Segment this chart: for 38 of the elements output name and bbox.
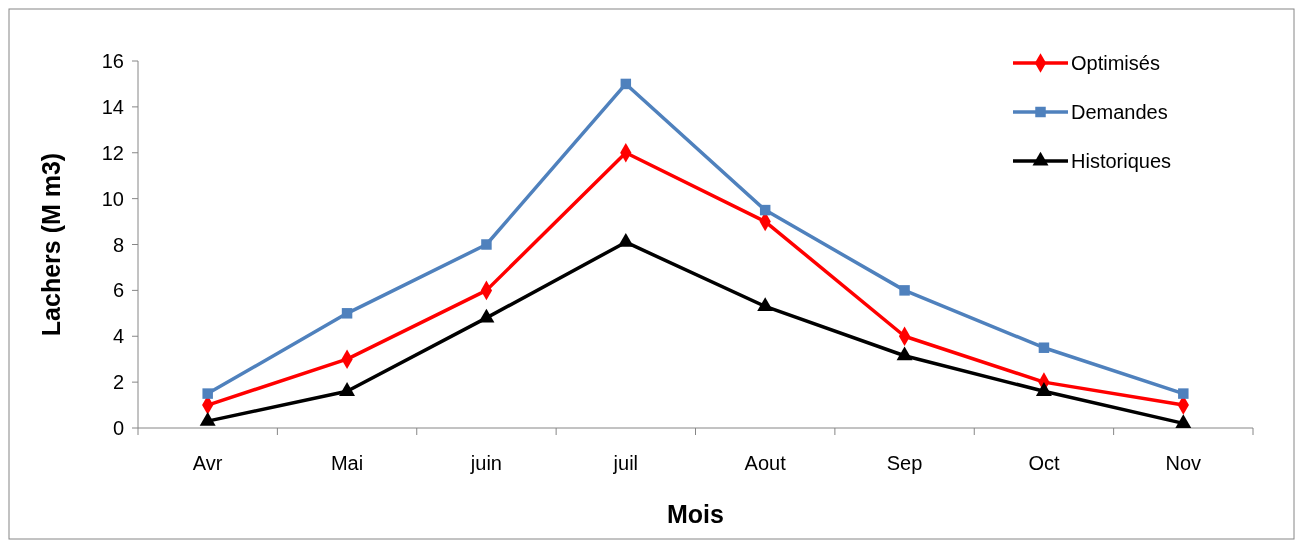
point xyxy=(1035,382,1052,396)
point xyxy=(757,297,774,312)
point xyxy=(202,388,213,399)
y-tick-label: 14 xyxy=(101,95,124,118)
point xyxy=(759,204,771,216)
point xyxy=(339,382,356,396)
point xyxy=(341,308,353,319)
point xyxy=(617,233,634,247)
y-tick-label: 0 xyxy=(112,417,124,439)
x-tick-label: juil xyxy=(612,452,639,474)
y-tick-label: 10 xyxy=(101,187,124,210)
point xyxy=(620,78,632,90)
x-tick-label: Mai xyxy=(330,452,364,474)
legend-label: Historiques xyxy=(1071,150,1172,172)
point xyxy=(481,239,492,250)
y-tick-label: 4 xyxy=(112,325,124,348)
x-tick-label: Aout xyxy=(744,452,787,474)
x-tick-label: juin xyxy=(469,452,503,474)
point xyxy=(1175,414,1192,429)
x-axis-title: Mois xyxy=(667,500,724,528)
point xyxy=(1038,342,1050,353)
y-axis-title: Lachers (M m3) xyxy=(37,152,65,337)
legend-label: Optimisés xyxy=(1071,52,1160,74)
point xyxy=(199,411,216,426)
point xyxy=(478,308,495,323)
y-tick-label: 8 xyxy=(112,233,124,256)
x-tick-label: Oct xyxy=(1028,452,1060,474)
y-tick-label: 12 xyxy=(101,141,124,164)
x-tick-label: Avr xyxy=(192,452,223,474)
legend-label: Demandes xyxy=(1071,101,1168,123)
point xyxy=(899,285,910,296)
y-tick-label: 16 xyxy=(101,50,124,72)
x-tick-label: Sep xyxy=(886,452,923,474)
point xyxy=(1178,388,1189,399)
y-tick-label: 6 xyxy=(112,279,124,302)
x-tick-label: Nov xyxy=(1165,452,1202,474)
y-tick-label: 2 xyxy=(112,371,124,394)
point xyxy=(896,346,913,361)
